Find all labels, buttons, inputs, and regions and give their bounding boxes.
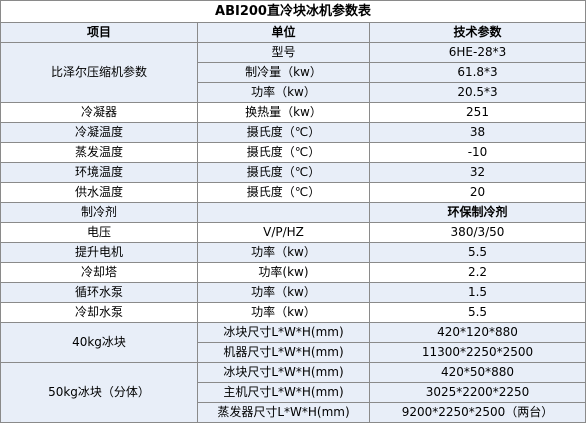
unit-cell: 功率（kw） xyxy=(197,302,370,323)
unit-cell: 功率（kw） xyxy=(197,242,370,263)
ice40-label: 40kg冰块 xyxy=(0,322,198,363)
table-row: 冷却水泵 功率（kw） 5.5 xyxy=(0,302,586,323)
value-cell: 1.5 xyxy=(368,282,586,303)
unit-cell: 主机尺寸L*W*H(mm) xyxy=(197,382,370,403)
table-row: 制冷剂 环保制冷剂 xyxy=(0,202,586,223)
value-cell: 3025*2200*2250 xyxy=(368,382,586,403)
unit-cell: 摄氏度（℃） xyxy=(197,142,370,163)
value-cell: 420*50*880 xyxy=(368,362,586,383)
header-unit: 单位 xyxy=(197,22,370,43)
value-cell: 环保制冷剂 xyxy=(368,202,586,223)
unit-cell: 冰块尺寸L*W*H(mm) xyxy=(197,362,370,383)
table-row: 循环水泵 功率（kw） 1.5 xyxy=(0,282,586,303)
value-cell: 5.5 xyxy=(368,302,586,323)
item-cell: 冷凝器 xyxy=(0,102,198,123)
value-cell: 32 xyxy=(368,162,586,183)
item-cell: 冷却塔 xyxy=(0,262,198,283)
unit-cell: 功率（kw） xyxy=(197,282,370,303)
value-cell: 20.5*3 xyxy=(368,82,586,103)
value-cell: 6HE-28*3 xyxy=(368,42,586,63)
table-row: 比泽尔压缩机参数 型号 6HE-28*3 xyxy=(0,42,586,103)
table-row: 电压 V/P/HZ 380/3/50 xyxy=(0,222,586,243)
table-title: ABI200直冷块冰机参数表 xyxy=(0,0,586,23)
table-row: 冷凝温度 摄氏度（℃） 38 xyxy=(0,122,586,143)
header-item: 项目 xyxy=(0,22,198,43)
unit-cell: 型号 xyxy=(197,42,370,63)
value-cell: 11300*2250*2500 xyxy=(368,342,586,363)
table-row: 40kg冰块 冰块尺寸L*W*H(mm) 420*120*880 xyxy=(0,322,586,363)
value-cell: -10 xyxy=(368,142,586,163)
item-cell: 制冷剂 xyxy=(0,202,198,223)
table-row: 环境温度 摄氏度（℃） 32 xyxy=(0,162,586,183)
table-row: 提升电机 功率（kw） 5.5 xyxy=(0,242,586,263)
unit-cell xyxy=(197,202,370,223)
unit-cell: 摄氏度（℃） xyxy=(197,162,370,183)
value-cell: 9200*2250*2500（两台） xyxy=(368,402,586,423)
value-cell: 251 xyxy=(368,102,586,123)
header-row: 项目 单位 技术参数 xyxy=(0,22,586,43)
table-row: 冷凝器 换热量（kw） 251 xyxy=(0,102,586,123)
unit-cell: 蒸发器尺寸L*W*H(mm) xyxy=(197,402,370,423)
compressor-label: 比泽尔压缩机参数 xyxy=(0,42,198,103)
table-row: 机器尺寸L*W*H(mm) 11300*2250*2500 xyxy=(1,342,586,363)
table-row: 供水温度 摄氏度（℃） 20 xyxy=(0,182,586,203)
table-row: 50kg冰块（分体） 冰块尺寸L*W*H(mm) 420*50*880 xyxy=(0,362,586,423)
value-cell: 420*120*880 xyxy=(368,322,586,343)
item-cell: 环境温度 xyxy=(0,162,198,183)
item-cell: 提升电机 xyxy=(0,242,198,263)
title-row: ABI200直冷块冰机参数表 xyxy=(0,0,586,23)
table-row: 冷却塔 功率(kw) 2.2 xyxy=(0,262,586,283)
table-row: 蒸发温度 摄氏度（℃） -10 xyxy=(0,142,586,163)
value-cell: 61.8*3 xyxy=(368,62,586,83)
unit-cell: 摄氏度（℃） xyxy=(197,182,370,203)
table-row: 功率（kw） 20.5*3 xyxy=(1,82,586,103)
unit-cell: 冰块尺寸L*W*H(mm) xyxy=(197,322,370,343)
ice50-label: 50kg冰块（分体） xyxy=(0,362,198,423)
item-cell: 电压 xyxy=(0,222,198,243)
unit-cell: 功率(kw) xyxy=(197,262,370,283)
value-cell: 2.2 xyxy=(368,262,586,283)
unit-cell: 制冷量（kw） xyxy=(197,62,370,83)
unit-cell: 机器尺寸L*W*H(mm) xyxy=(197,342,370,363)
table-row: 蒸发器尺寸L*W*H(mm) 9200*2250*2500（两台） xyxy=(1,402,586,423)
value-cell: 20 xyxy=(368,182,586,203)
item-cell: 冷凝温度 xyxy=(0,122,198,143)
item-cell: 循环水泵 xyxy=(0,282,198,303)
item-cell: 蒸发温度 xyxy=(0,142,198,163)
value-cell: 380/3/50 xyxy=(368,222,586,243)
table-row: 制冷量（kw） 61.8*3 xyxy=(1,62,586,83)
value-cell: 38 xyxy=(368,122,586,143)
header-param: 技术参数 xyxy=(368,22,586,43)
value-cell: 5.5 xyxy=(368,242,586,263)
item-cell: 冷却水泵 xyxy=(0,302,198,323)
unit-cell: 功率（kw） xyxy=(197,82,370,103)
item-cell: 供水温度 xyxy=(0,182,198,203)
unit-cell: V/P/HZ xyxy=(197,222,370,243)
unit-cell: 换热量（kw） xyxy=(197,102,370,123)
unit-cell: 摄氏度（℃） xyxy=(197,122,370,143)
